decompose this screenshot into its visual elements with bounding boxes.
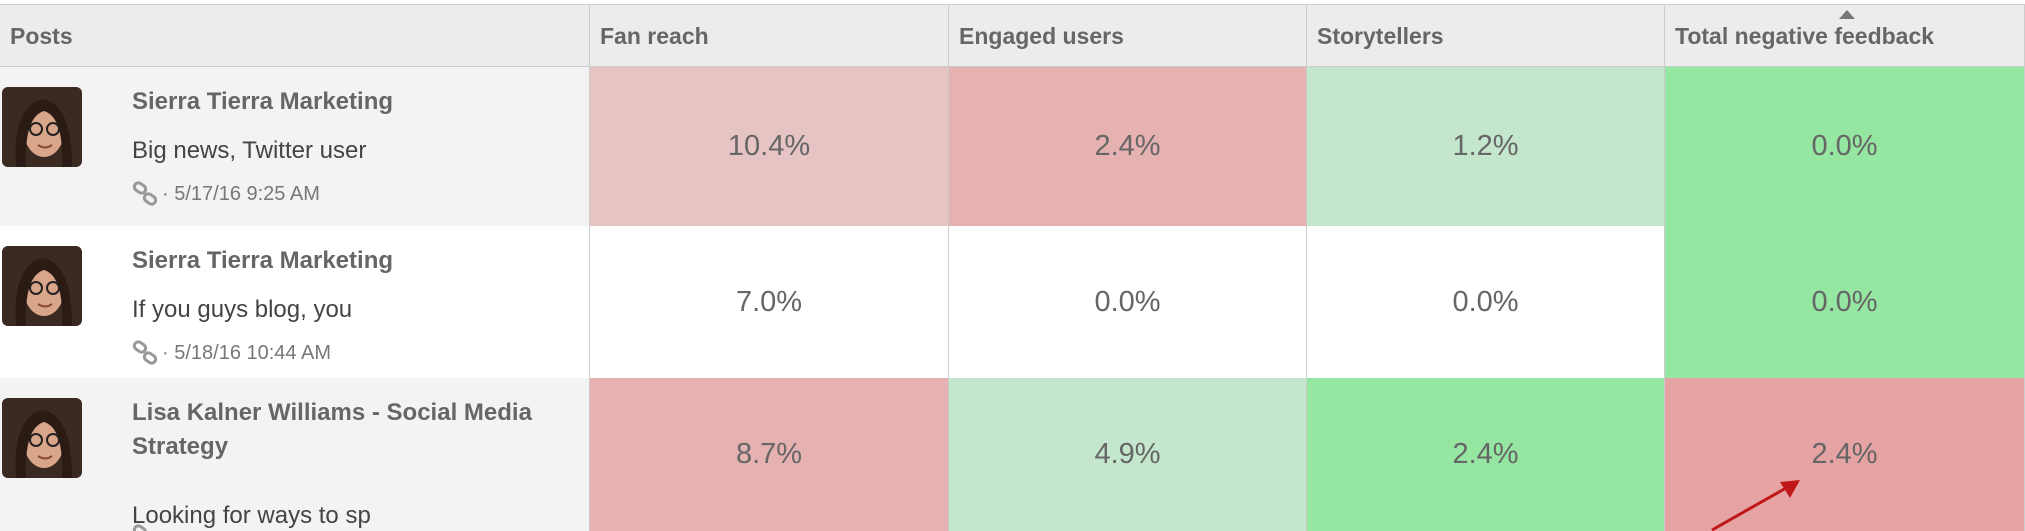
- post-cell: Sierra Tierra Marketing If you guys blog,…: [0, 226, 590, 378]
- avatar: [2, 246, 82, 326]
- post-cell: Sierra Tierra Marketing Big news, Twitter…: [0, 67, 590, 226]
- post-cell: Lisa Kalner Williams - Social Media Stra…: [0, 378, 590, 531]
- link-icon: [132, 181, 160, 212]
- link-icon: [132, 340, 160, 371]
- post-text: If you guys blog, you: [132, 296, 353, 323]
- post-date: · 5/18/16 10:44 AM: [162, 342, 332, 364]
- post-text: Looking for ways to sp: [132, 502, 371, 529]
- avatar: [2, 398, 82, 478]
- metric-cell: 0.0%: [1665, 67, 2025, 226]
- metric-cell: 0.0%: [1665, 226, 2025, 378]
- metric-cell: 2.4%: [1665, 378, 2025, 531]
- metric-cell: 8.7%: [590, 378, 949, 531]
- column-header[interactable]: Engaged users: [949, 4, 1307, 67]
- link-icon: [132, 524, 160, 531]
- annotation-arrow: [1700, 470, 1810, 531]
- post-text: Big news, Twitter user: [132, 137, 367, 164]
- column-header[interactable]: Fan reach: [590, 4, 949, 67]
- metric-cell: 2.4%: [1307, 378, 1665, 531]
- author: Sierra Tierra Marketing: [132, 88, 394, 115]
- author: Sierra Tierra Marketing: [132, 247, 394, 274]
- author: Lisa Kalner Williams - Social Media Stra…: [132, 399, 532, 460]
- column-header[interactable]: Posts: [0, 4, 590, 67]
- metric-cell: 4.9%: [949, 378, 1307, 531]
- metric-cell: 0.0%: [949, 226, 1307, 378]
- post-date: · 5/17/16 9:25 AM: [162, 183, 320, 205]
- metric-cell: 7.0%: [590, 226, 949, 378]
- metric-cell: 0.0%: [1307, 226, 1665, 378]
- metric-cell: 1.2%: [1307, 67, 1665, 226]
- column-header[interactable]: Storytellers: [1307, 4, 1665, 67]
- metric-cell: 2.4%: [949, 67, 1307, 226]
- metric-cell: 10.4%: [590, 67, 949, 226]
- sort-arrow: [1839, 10, 1855, 19]
- avatar: [2, 87, 82, 167]
